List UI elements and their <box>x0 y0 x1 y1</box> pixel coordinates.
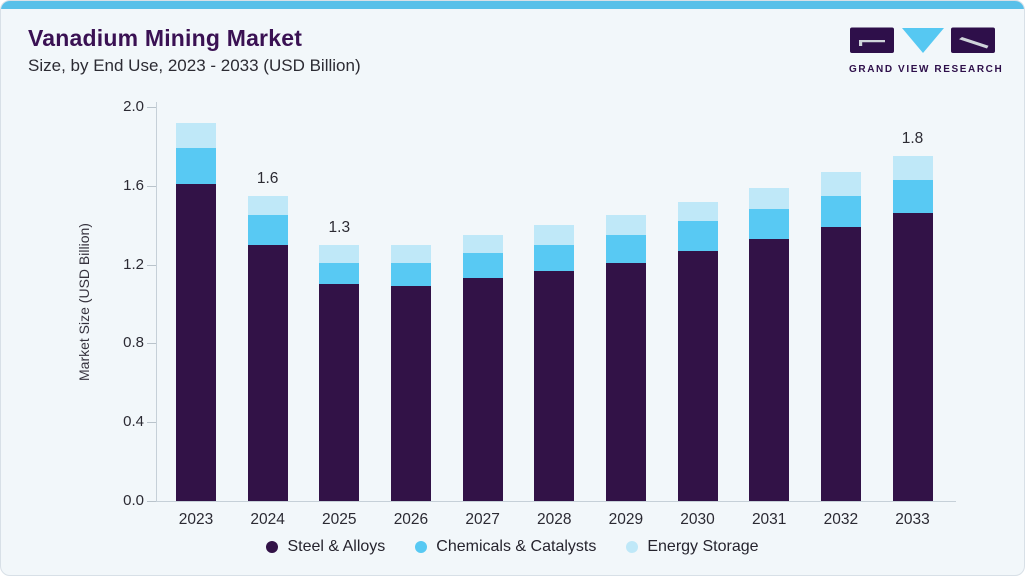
bar-segment-2026 <box>390 263 431 286</box>
y-tick-mark <box>147 186 156 187</box>
legend-item: Steel & Alloys <box>266 538 385 556</box>
legend-dot-icon <box>626 541 639 553</box>
bar-segment-2028 <box>534 245 575 271</box>
bar-segment-2033 <box>892 156 933 180</box>
x-tick-label: 2033 <box>895 511 930 528</box>
bar-segment-2033 <box>892 180 933 213</box>
bar-segment-2032 <box>820 172 861 196</box>
bar-segment-2023 <box>176 148 216 184</box>
y-axis-line <box>156 102 157 501</box>
bar-value-label: 1.3 <box>328 219 351 236</box>
y-tick-mark <box>147 343 156 344</box>
bar-segment-2029 <box>605 235 646 263</box>
x-tick-label: 2031 <box>751 511 787 528</box>
bar-segment-2025 <box>319 284 360 501</box>
x-tick-label: 2029 <box>608 511 644 528</box>
bar-segment-2029 <box>605 215 646 235</box>
top-accent-bar <box>1 1 1024 9</box>
gvr-logo: GRAND VIEW RESEARCH <box>849 27 1004 75</box>
x-tick-label: 2030 <box>680 511 715 528</box>
legend-item: Chemicals & Catalysts <box>415 538 596 556</box>
bar-segment-2024 <box>247 196 288 215</box>
bar-segment-2024 <box>247 245 288 501</box>
bar-value-label: 1.8 <box>901 130 924 147</box>
bar-segment-2033 <box>892 213 933 501</box>
bar-segment-2032 <box>820 227 861 501</box>
bar-segment-2025 <box>319 263 360 284</box>
bar-segment-2023 <box>176 184 216 501</box>
y-tick-mark <box>147 422 156 423</box>
x-tick-label: 2027 <box>465 511 500 528</box>
y-tick-mark <box>147 501 156 502</box>
y-tick-label: 1.6 <box>123 177 144 194</box>
y-axis-title: Market Size (USD Billion) <box>76 223 92 382</box>
x-tick-label: 2032 <box>823 511 859 528</box>
legend-item: Energy Storage <box>626 538 759 556</box>
y-tick-label: 1.2 <box>123 256 144 273</box>
legend-label: Chemicals & Catalysts <box>436 538 597 555</box>
bar-segment-2030 <box>677 251 718 501</box>
x-tick-label: 2028 <box>537 511 572 528</box>
y-tick-label: 2.0 <box>123 98 144 115</box>
bar-segment-2027 <box>462 253 503 278</box>
y-tick-label: 0.0 <box>123 492 144 509</box>
x-tick-label: 2024 <box>250 511 285 528</box>
y-tick-label: 0.8 <box>123 334 144 351</box>
bar-segment-2030 <box>677 221 718 251</box>
legend-dot-icon <box>415 541 428 553</box>
x-tick-label: 2025 <box>322 511 357 528</box>
y-tick-label: 0.4 <box>123 413 144 430</box>
y-tick-mark <box>147 265 156 266</box>
page-title: Vanadium Mining Market <box>28 25 303 51</box>
bar-segment-2024 <box>247 215 288 245</box>
legend-dot-icon <box>266 541 279 553</box>
page-subtitle: Size, by End Use, 2023 - 2033 (USD Billi… <box>28 56 361 75</box>
plot-area: 0.0 0.4 0.8 1.2 1.6 2.0 2023 1.6 2024 1.3 2025 2026… <box>123 98 956 528</box>
bar-segment-2031 <box>749 209 790 239</box>
bar-segment-2027 <box>462 278 503 501</box>
bar-segment-2023 <box>176 123 216 148</box>
bar-segment-2027 <box>462 235 503 253</box>
gvr-logo-text: GRAND VIEW RESEARCH <box>849 64 1004 75</box>
header: Vanadium Mining Market Size, by End Use,… <box>28 25 361 76</box>
bar-segment-2026 <box>390 286 431 501</box>
bar-segment-2028 <box>534 271 575 501</box>
legend-label: Steel & Alloys <box>287 538 386 555</box>
bar-segment-2030 <box>677 202 718 221</box>
gvr-logo-mark <box>850 27 995 53</box>
bar-segment-2031 <box>749 239 790 501</box>
x-tick-label: 2026 <box>393 511 429 528</box>
bar-segment-2029 <box>605 263 646 501</box>
x-tick-label: 2023 <box>178 511 214 528</box>
bar-value-label: 1.6 <box>256 170 279 187</box>
bar-segment-2028 <box>534 225 575 245</box>
legend-label: Energy Storage <box>647 538 759 555</box>
bar-segment-2031 <box>749 188 790 209</box>
bar-segment-2025 <box>319 245 360 263</box>
bar-segment-2026 <box>390 245 431 263</box>
x-axis-line <box>156 501 956 502</box>
legend: Steel & Alloys Chemicals & Catalysts Energ… <box>1 538 1024 556</box>
y-tick-mark <box>147 107 156 108</box>
bar-segment-2032 <box>820 196 861 227</box>
